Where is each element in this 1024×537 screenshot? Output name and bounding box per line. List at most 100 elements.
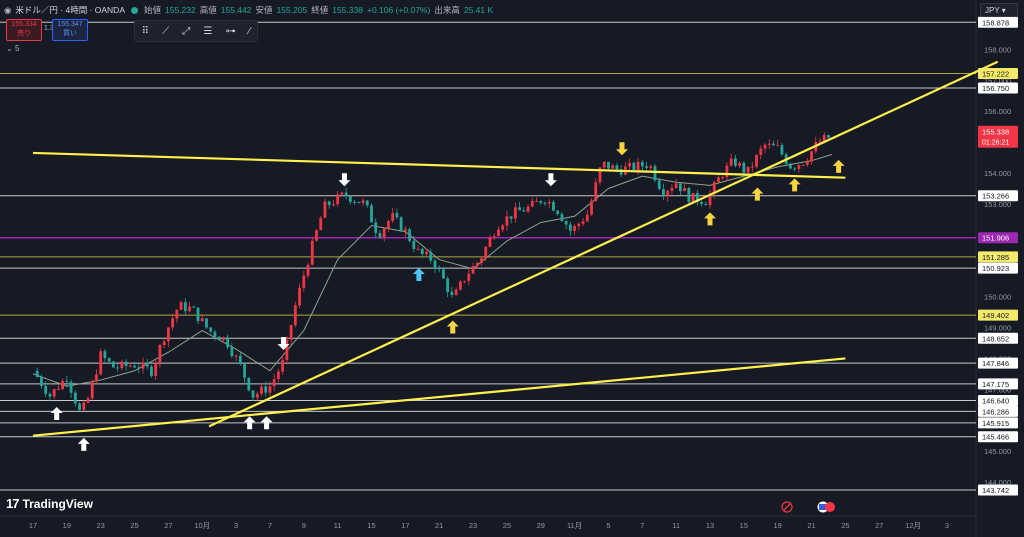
level-tag-label: 150.923 [982,264,1009,273]
arrow-up-icon [832,159,845,173]
candle-body [733,158,737,166]
y-tick-label: 150.000 [984,293,1011,302]
currency-selector[interactable]: JPY ▾ [980,3,1018,17]
sell-button[interactable]: 155.334 売り [6,19,42,41]
candle-body [319,217,323,231]
trendline-rising-support-steep [208,60,999,428]
candle-body [403,229,407,232]
candle-body [162,341,166,346]
candle-body [657,180,661,190]
candle-body [818,141,822,143]
flag-icon[interactable] [817,501,836,513]
candle-body [310,240,314,265]
candle-body [340,192,344,195]
candle-body [480,258,483,263]
eye-icon[interactable]: ◉ [4,4,12,15]
candle-body [158,345,162,363]
y-tick-label: 154.000 [984,169,1011,178]
candle-body [475,262,479,267]
pen-icon[interactable]: ⁄ [248,25,251,37]
level-tag-label: 151.906 [982,234,1009,243]
candle-body [48,393,52,397]
level-tag-label: 157.222 [982,69,1009,78]
candle-body [628,162,632,167]
y-tick-label: 158.000 [984,45,1011,54]
level-tag-bg [978,378,1018,390]
candle-body [704,204,708,206]
x-tick-label: 25 [841,521,849,530]
candle-body [255,393,259,398]
buy-button[interactable]: 155.347 買い [52,19,88,41]
candle-body [827,134,830,138]
trendline-rising-support-long [32,357,846,437]
change-value: +0.106 (+0.07%) [367,5,431,15]
candle-body [780,145,784,155]
candle-body [192,306,196,308]
x-tick-label: 25 [503,521,511,530]
y-tick-label: 149.000 [984,324,1011,333]
parallel-channel-icon[interactable]: ☰ [203,25,213,37]
candle-body [348,196,352,202]
candle-body [636,161,640,171]
candle-body [196,307,200,322]
candle-body [107,358,111,362]
candle-body [272,378,276,387]
candle-body [268,386,272,393]
candle-body [90,381,94,399]
candle-body [607,161,610,169]
arrows-layer [50,142,845,451]
candle-body [78,403,81,410]
horizontal-line-icon[interactable]: ⊶ [225,25,236,37]
candle-body [822,134,826,142]
candle-body [556,210,560,214]
candle-body [458,281,462,290]
candle-body [632,162,636,171]
candle-body [277,371,280,379]
candle-body [738,162,742,166]
trendlines-layer[interactable] [32,60,999,437]
candle-body [467,273,471,281]
level-tag-label: 149.402 [982,311,1009,320]
volume-indicator[interactable]: ⌄ 5 [6,44,20,53]
replay-icon[interactable] [781,501,793,513]
arrow-up-icon [50,407,63,421]
ray-icon[interactable]: ⤢ [182,25,191,37]
candle-body [522,210,526,212]
candle-body [327,201,331,206]
candle-body [399,217,403,232]
candle-body [712,182,716,194]
candle-body [767,143,771,145]
candle-body [429,251,433,261]
candle-body [547,202,551,204]
candle-body [52,389,56,397]
price-tags-layer: 158.878 157.222 156.750 153.266 151.906 151.2… [978,16,1018,496]
candle-body [217,336,221,341]
level-tag-bg [978,262,1018,274]
candle-body [611,165,615,169]
candle-body [801,164,805,166]
candle-body [120,361,124,369]
trend-line-icon[interactable]: ⟋ [162,25,170,37]
candle-body [552,202,555,211]
x-tick-label: 11 [672,521,680,530]
countdown-label: 01:26:21 [982,140,1009,147]
symbol-title[interactable]: 米ドル／円 · 4時間 · OANDA [15,5,125,15]
x-tick-label: 15 [740,521,748,530]
drag-handle-icon[interactable]: ⠿ [141,25,149,37]
market-status-icon [131,6,138,14]
symbol-header: ◉ 米ドル／円 · 4時間 · OANDA 始値 155.232 高値 155.… [4,2,493,18]
candle-body [289,325,293,340]
candle-body [463,280,466,282]
candle-body [746,166,750,173]
moving-average-layer [32,154,833,387]
candle-body [230,347,234,357]
candle-body [501,225,505,230]
x-tick-label: 27 [164,521,172,530]
candle-body [336,194,340,205]
level-tag-bg [978,431,1018,443]
candle-body [717,177,720,183]
level-tag-label: 146.640 [982,396,1009,405]
volume-indicator-value: 5 [14,44,20,53]
